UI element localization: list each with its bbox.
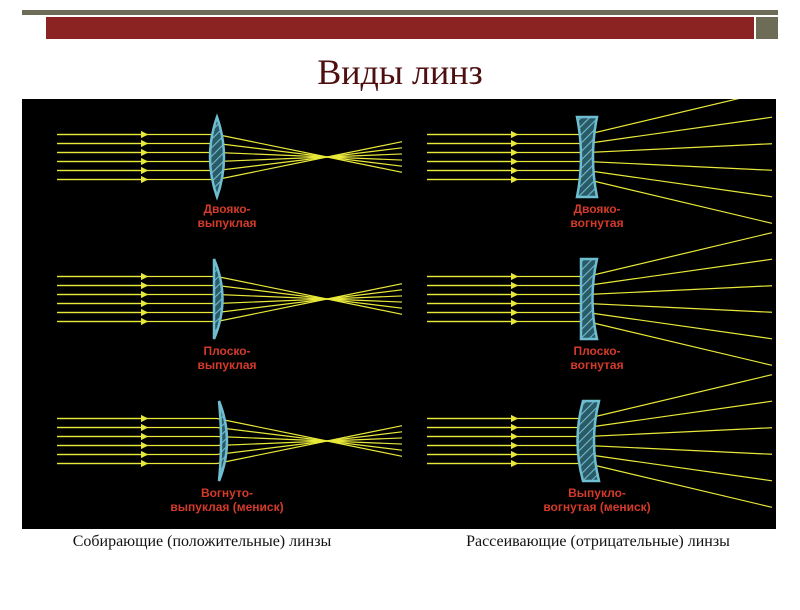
lens-label-meniscus_div: Выпукло-вогнутая (мениск) bbox=[532, 487, 662, 515]
thin-bar bbox=[22, 10, 778, 15]
page-title: Виды линз bbox=[0, 51, 800, 93]
lens-label-biconvex: Двояко-выпуклая bbox=[162, 203, 292, 231]
lens-label-meniscus_conv: Вогнуто-выпуклая (мениск) bbox=[162, 487, 292, 515]
bar-red bbox=[46, 17, 754, 39]
thick-bar bbox=[22, 17, 778, 39]
header-bars bbox=[0, 10, 800, 39]
diagram-container: Двояко-выпуклая Плоско-выпуклая Вогнуто-вы… bbox=[0, 99, 800, 529]
lens-label-biconcave: Двояко-вогнутая bbox=[532, 203, 662, 231]
footer: Собирающие (положительные) линзы Рассеив… bbox=[0, 529, 800, 551]
bar-gap bbox=[22, 17, 46, 39]
lens-label-planoconcave: Плоско-вогнутая bbox=[532, 345, 662, 373]
lens-diagram: Двояко-выпуклая Плоско-выпуклая Вогнуто-вы… bbox=[22, 99, 776, 529]
footer-left: Собирающие (положительные) линзы bbox=[22, 533, 382, 551]
bar-end-box bbox=[756, 17, 778, 39]
footer-right: Рассеивающие (отрицательные) линзы bbox=[418, 533, 778, 551]
lens-svg bbox=[22, 99, 776, 529]
lens-label-planoconvex: Плоско-выпуклая bbox=[162, 345, 292, 373]
